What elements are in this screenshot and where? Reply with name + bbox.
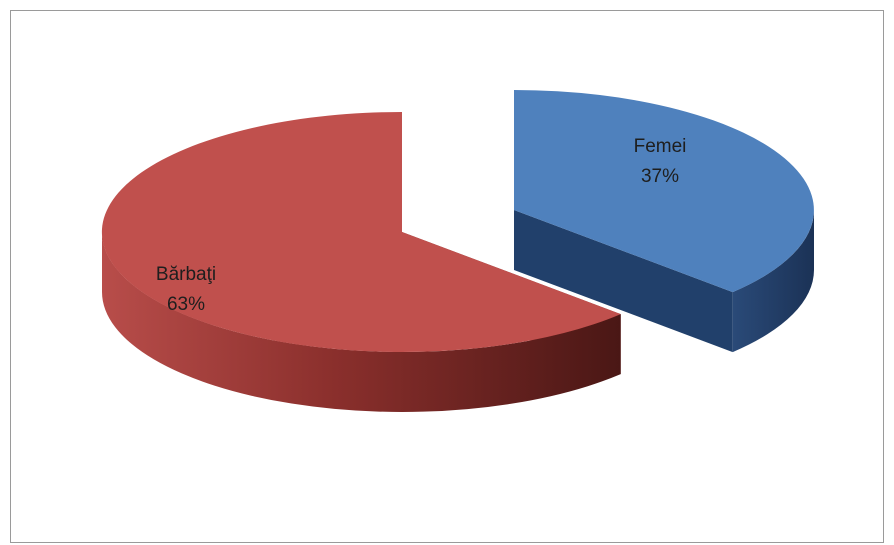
slice-label-percent: 37% bbox=[641, 166, 679, 187]
slice-label-percent: 63% bbox=[167, 294, 205, 315]
pie-slice-femei bbox=[514, 90, 814, 353]
slice-label-name: Bărbaţi bbox=[156, 264, 216, 285]
pie-slice-barbati bbox=[101, 111, 621, 412]
slice-label-name: Femei bbox=[634, 136, 687, 157]
